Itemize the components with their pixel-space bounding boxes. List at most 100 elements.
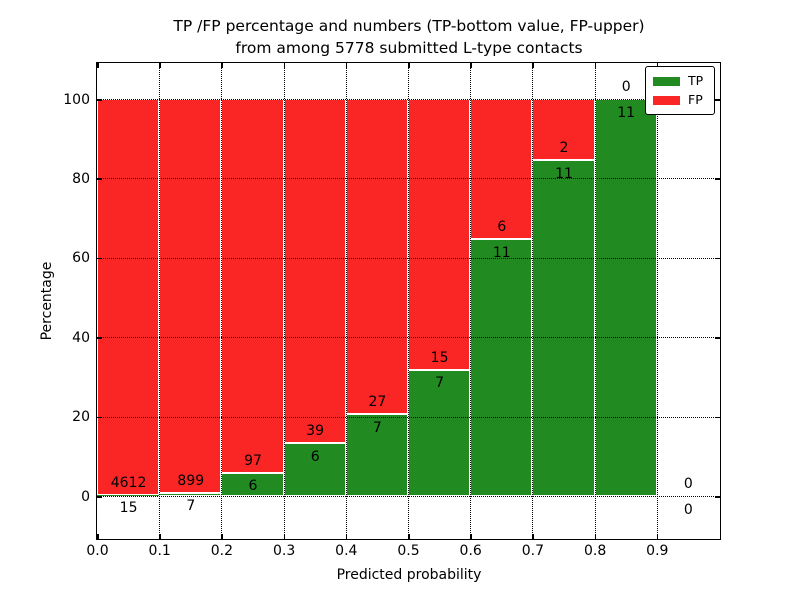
- bar-segment-fp-bin3: [283, 99, 346, 444]
- y-tick-right: [715, 337, 720, 339]
- fp-count-label-bin7: 2: [559, 140, 569, 157]
- bar-segment-tp-bin5: [408, 369, 471, 496]
- bar-segment-fp-bin1: [159, 99, 222, 493]
- fp-count-label-bin5: 15: [430, 349, 449, 366]
- y-tick-label-100: 100: [63, 91, 90, 108]
- x-tick-bottom: [532, 534, 534, 539]
- y-tick-left: [97, 416, 102, 419]
- y-tick-label-0: 0: [81, 488, 90, 505]
- gridline-x-0.8: [594, 63, 596, 539]
- x-tick-top: [470, 63, 472, 68]
- y-tick-left: [97, 496, 102, 498]
- legend-entry-tp: TP: [653, 72, 707, 91]
- y-tick-right: [715, 257, 720, 260]
- x-tick-bottom: [470, 534, 472, 539]
- fp-count-label-bin2: 97: [244, 452, 262, 469]
- legend-label-fp: FP: [688, 92, 703, 108]
- x-tick-bottom: [656, 534, 659, 539]
- gridline-x-0.2: [221, 63, 223, 539]
- bar-segment-fp-bin2: [221, 99, 284, 473]
- x-tick-label-0.3: 0.3: [272, 543, 296, 559]
- tp-count-label-bin6: 11: [492, 244, 511, 261]
- y-tick-right: [715, 178, 720, 180]
- x-tick-top: [221, 63, 223, 68]
- gridline-x-0.1: [159, 63, 161, 539]
- tp-count-label-bin7: 11: [555, 165, 573, 182]
- tp-count-label-bin5: 7: [435, 375, 445, 392]
- x-tick-top: [532, 63, 534, 68]
- x-tick-bottom: [159, 534, 161, 539]
- legend-entry-fp: FP: [653, 91, 707, 110]
- x-tick-top: [345, 63, 348, 68]
- x-tick-label-0.0: 0.0: [86, 543, 109, 559]
- fp-count-label-bin8: 0: [621, 79, 631, 95]
- gridline-x-0.6: [470, 63, 472, 539]
- bar-segment-fp-bin4: [345, 99, 408, 415]
- chart-title-line1: TP /FP percentage and numbers (TP-bottom…: [173, 17, 645, 35]
- x-tick-top: [97, 63, 99, 68]
- y-tick-label-80: 80: [72, 170, 90, 187]
- y-axis-label: Percentage: [39, 261, 55, 341]
- gridline-x-0.3: [283, 63, 285, 539]
- bar-segment-fp-bin6: [470, 99, 533, 240]
- gridline-x-0.5: [408, 63, 409, 539]
- x-tick-label-0.1: 0.1: [148, 543, 171, 559]
- bar-segment-fp-bin5: [408, 99, 471, 370]
- tp-count-label-bin9: 0: [683, 501, 693, 518]
- x-tick-top: [594, 63, 597, 68]
- x-tick-label-0.8: 0.8: [583, 543, 607, 559]
- y-tick-left: [97, 337, 102, 339]
- bar-segment-fp-bin7: [532, 99, 595, 161]
- bar-segment-tp-bin7: [532, 160, 595, 496]
- x-tick-bottom: [283, 534, 286, 539]
- y-tick-right: [715, 416, 720, 419]
- x-tick-top: [283, 63, 286, 68]
- x-tick-top: [408, 63, 410, 68]
- x-tick-bottom: [97, 534, 99, 539]
- bar-segment-tp-bin6: [470, 239, 533, 496]
- tp-count-label-bin2: 6: [248, 478, 258, 495]
- x-tick-bottom: [594, 534, 597, 539]
- tp-count-label-bin8: 11: [617, 104, 636, 121]
- x-axis-label: Predicted probability: [336, 567, 482, 583]
- fp-count-label-bin3: 39: [306, 423, 325, 440]
- y-tick-label-40: 40: [72, 329, 90, 346]
- gridline-x-0.9: [656, 63, 658, 539]
- x-tick-label-0.4: 0.4: [335, 543, 358, 559]
- y-tick-label-20: 20: [72, 409, 90, 426]
- y-tick-left: [97, 178, 102, 180]
- tp-count-label-bin3: 6: [310, 448, 320, 465]
- gridline-x-0.4: [345, 63, 347, 539]
- bar-segment-fp-bin0: [97, 99, 160, 495]
- plot-area: [96, 62, 721, 540]
- fp-color-swatch-icon: [653, 96, 680, 105]
- y-tick-right: [715, 496, 720, 498]
- tp-count-label-bin1: 7: [186, 498, 196, 515]
- gridline-x-0.7: [532, 63, 534, 539]
- x-tick-label-0.9: 0.9: [646, 543, 669, 559]
- y-tick-right: [715, 99, 720, 101]
- y-tick-label-60: 60: [72, 250, 90, 267]
- fp-count-label-bin4: 27: [368, 394, 387, 411]
- legend: TP FP: [645, 66, 715, 115]
- tp-count-label-bin4: 7: [372, 419, 382, 436]
- chart-title-line2: from among 5778 submitted L-type contact…: [235, 39, 583, 57]
- x-tick-label-0.6: 0.6: [459, 543, 482, 559]
- tp-color-swatch-icon: [653, 77, 680, 86]
- bar-segment-tp-bin8: [594, 99, 657, 496]
- x-tick-top: [159, 63, 161, 68]
- fp-count-label-bin0: 4612: [110, 474, 147, 491]
- x-tick-label-0.7: 0.7: [521, 543, 545, 559]
- x-tick-top: [656, 63, 659, 68]
- fp-count-label-bin9: 0: [683, 476, 693, 492]
- y-tick-left: [97, 257, 102, 260]
- y-tick-left: [97, 99, 102, 101]
- bar-segment-tp-bin0: [97, 494, 160, 496]
- bar-segment-tp-bin4: [345, 414, 408, 496]
- x-tick-bottom: [345, 534, 348, 539]
- x-tick-label-0.2: 0.2: [210, 543, 234, 559]
- x-tick-bottom: [408, 534, 410, 539]
- x-tick-bottom: [221, 534, 223, 539]
- fp-count-label-bin1: 899: [177, 472, 205, 489]
